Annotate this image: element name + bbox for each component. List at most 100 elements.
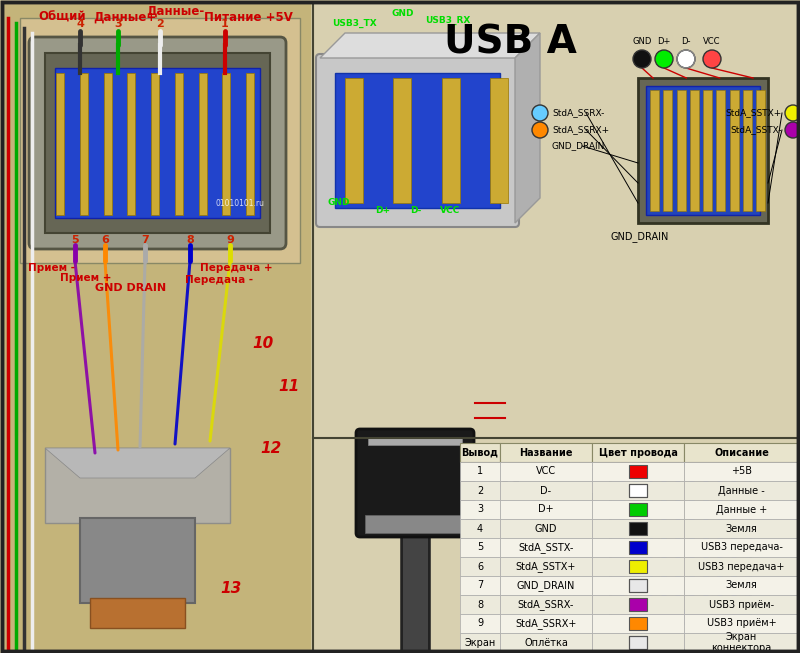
Bar bbox=[742, 90, 752, 211]
Bar bbox=[460, 595, 500, 614]
Bar bbox=[127, 73, 135, 215]
Bar bbox=[592, 500, 684, 519]
Bar bbox=[45, 448, 230, 523]
Bar bbox=[629, 484, 647, 497]
Bar bbox=[684, 443, 799, 462]
Bar bbox=[500, 462, 592, 481]
Bar bbox=[646, 86, 760, 215]
Bar bbox=[174, 73, 182, 215]
Bar bbox=[80, 518, 195, 603]
Bar bbox=[460, 538, 500, 557]
Text: VCC: VCC bbox=[440, 206, 460, 215]
Text: 9: 9 bbox=[477, 618, 483, 628]
FancyBboxPatch shape bbox=[356, 429, 474, 537]
Text: Данные +: Данные + bbox=[716, 505, 767, 515]
Bar bbox=[592, 595, 684, 614]
Bar bbox=[592, 614, 684, 633]
Bar bbox=[500, 481, 592, 500]
Text: B: B bbox=[500, 464, 521, 492]
Text: Оплётка: Оплётка bbox=[524, 637, 568, 648]
Bar bbox=[246, 73, 254, 215]
Circle shape bbox=[703, 50, 721, 68]
Bar bbox=[684, 614, 799, 633]
Text: 13: 13 bbox=[220, 581, 242, 596]
Text: 1: 1 bbox=[477, 466, 483, 477]
Bar bbox=[684, 633, 799, 652]
Bar bbox=[592, 538, 684, 557]
Bar bbox=[592, 462, 684, 481]
Bar bbox=[368, 437, 462, 445]
Text: StdA_SSRX+: StdA_SSRX+ bbox=[552, 125, 609, 135]
Bar bbox=[666, 467, 675, 609]
Bar bbox=[629, 579, 647, 592]
Bar bbox=[629, 636, 647, 649]
Bar bbox=[3, 3, 311, 650]
Text: StdA_SSRX-: StdA_SSRX- bbox=[552, 108, 604, 118]
Text: 3: 3 bbox=[114, 19, 122, 29]
Text: 3: 3 bbox=[477, 505, 483, 515]
Text: GND: GND bbox=[760, 549, 781, 558]
Text: 6: 6 bbox=[101, 235, 109, 245]
Text: D+: D+ bbox=[375, 206, 390, 215]
Text: VCC: VCC bbox=[536, 466, 556, 477]
Text: D+: D+ bbox=[586, 549, 600, 558]
Text: StdB_SSTX+: StdB_SSTX+ bbox=[544, 453, 600, 462]
Text: USB3_RX: USB3_RX bbox=[425, 16, 470, 25]
Text: Описание: Описание bbox=[714, 447, 769, 458]
Bar bbox=[629, 503, 647, 516]
Polygon shape bbox=[320, 33, 540, 58]
Bar bbox=[500, 633, 592, 652]
Bar bbox=[703, 90, 712, 211]
Bar bbox=[677, 90, 686, 211]
Bar bbox=[680, 467, 689, 609]
Text: Экран: Экран bbox=[464, 637, 496, 648]
Text: StdB_SSTX-: StdB_SSTX- bbox=[549, 463, 600, 472]
Text: StdA_SSRX-: StdA_SSRX- bbox=[518, 599, 574, 610]
Text: D-: D- bbox=[682, 37, 690, 46]
Bar bbox=[460, 481, 500, 500]
Text: Передача +: Передача + bbox=[200, 263, 273, 273]
Text: StdA_SSTX+: StdA_SSTX+ bbox=[516, 561, 576, 572]
Text: VCC: VCC bbox=[703, 37, 721, 46]
Text: 01010101.ru: 01010101.ru bbox=[216, 199, 265, 208]
Text: GND: GND bbox=[328, 198, 350, 207]
Bar bbox=[500, 443, 592, 462]
FancyBboxPatch shape bbox=[29, 37, 286, 249]
Circle shape bbox=[785, 122, 800, 138]
Polygon shape bbox=[45, 448, 230, 478]
Bar bbox=[638, 467, 647, 609]
Circle shape bbox=[785, 105, 800, 121]
Bar bbox=[716, 90, 726, 211]
Bar bbox=[56, 73, 64, 215]
Text: Земля: Земля bbox=[726, 524, 758, 534]
Bar bbox=[638, 78, 768, 223]
Bar bbox=[629, 541, 647, 554]
Bar bbox=[629, 579, 647, 592]
Bar bbox=[460, 519, 500, 538]
Text: 8: 8 bbox=[477, 599, 483, 609]
Bar bbox=[55, 68, 260, 218]
Text: Данные -: Данные - bbox=[718, 485, 765, 496]
Bar bbox=[460, 500, 500, 519]
Text: 2: 2 bbox=[156, 19, 164, 29]
Bar bbox=[650, 90, 659, 211]
Bar bbox=[592, 576, 684, 595]
Text: GND_DRAIN: GND_DRAIN bbox=[552, 142, 606, 150]
Bar bbox=[736, 467, 745, 609]
Text: D-: D- bbox=[590, 494, 600, 503]
Bar bbox=[20, 18, 300, 263]
Circle shape bbox=[532, 122, 548, 138]
Bar bbox=[592, 633, 684, 652]
Text: D+: D+ bbox=[658, 37, 670, 46]
Bar bbox=[610, 453, 750, 623]
Bar bbox=[500, 557, 592, 576]
Bar bbox=[684, 576, 799, 595]
Text: Экран
коннектора: Экран коннектора bbox=[711, 631, 772, 653]
Text: StdA_SSTX-: StdA_SSTX- bbox=[730, 125, 782, 135]
Text: D-: D- bbox=[541, 485, 551, 496]
Bar bbox=[151, 73, 159, 215]
Bar bbox=[629, 560, 647, 573]
Bar bbox=[103, 73, 111, 215]
Text: Передача -: Передача - bbox=[185, 275, 253, 285]
Bar bbox=[690, 90, 698, 211]
